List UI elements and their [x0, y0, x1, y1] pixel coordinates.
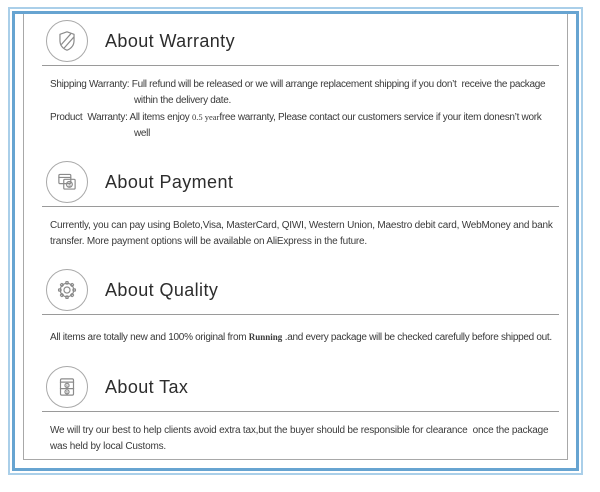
- shield-icon: [46, 20, 88, 62]
- quality-text-post: .and every package will be checked caref…: [282, 332, 552, 343]
- svg-text:$: $: [68, 182, 71, 188]
- tax-text: We will try our best to help clients avo…: [50, 425, 551, 452]
- warranty-shipping-line2: within the delivery date.: [134, 95, 232, 106]
- quality-body: All items are totally new and 100% origi…: [24, 315, 567, 360]
- svg-text:$: $: [66, 389, 69, 394]
- outer-blue-border: About Warranty Shipping Warranty: Full r…: [8, 7, 583, 475]
- quality-text: All items are totally new and 100% origi…: [50, 329, 563, 346]
- warranty-product-line2: well: [134, 128, 151, 139]
- warranty-product-label: Product Warranty:: [50, 112, 128, 123]
- gear-icon: [46, 269, 88, 311]
- quality-title: About Quality: [105, 279, 219, 300]
- tax-header: $ $ About Tax: [24, 360, 567, 408]
- tax-title: About Tax: [105, 376, 189, 397]
- payment-header: $ About Payment: [24, 155, 567, 203]
- section-payment: $ About Payment Currently, you can pay u…: [24, 155, 567, 263]
- section-warranty: About Warranty Shipping Warranty: Full r…: [24, 14, 567, 155]
- warranty-duration-text: 0.5 year: [191, 112, 220, 122]
- warranty-body: Shipping Warranty: Full refund will be r…: [24, 66, 567, 155]
- quality-divider: [42, 314, 559, 315]
- warranty-shipping-line1: Shipping Warranty: Full refund will be r…: [50, 77, 563, 93]
- section-quality: About Quality All items are totally new …: [24, 263, 567, 360]
- content-panel: About Warranty Shipping Warranty: Full r…: [23, 14, 568, 460]
- warranty-header: About Warranty: [24, 14, 567, 62]
- inner-blue-border: About Warranty Shipping Warranty: Full r…: [12, 11, 579, 471]
- warranty-product-text-pre: All items enjoy: [127, 112, 192, 123]
- warranty-shipping-text: Full refund will be released or we will …: [129, 79, 546, 90]
- quality-header: About Quality: [24, 263, 567, 311]
- warranty-shipping-label: Shipping Warranty:: [50, 79, 130, 90]
- svg-text:$: $: [66, 383, 69, 388]
- payment-text: Currently, you can pay using Boleto,Visa…: [50, 220, 556, 247]
- warranty-product-line1: Product Warranty: All items enjoy 0.5 ye…: [50, 109, 563, 126]
- payment-divider: [42, 206, 559, 207]
- tax-divider: [42, 411, 559, 412]
- section-tax: $ $ About Tax We will try our best to he…: [24, 360, 567, 459]
- quality-text-pre: All items are totally new and 100% origi…: [50, 332, 249, 343]
- warranty-title: About Warranty: [105, 30, 235, 51]
- payment-title: About Payment: [105, 171, 234, 192]
- payment-body: Currently, you can pay using Boleto,Visa…: [24, 207, 567, 263]
- warranty-product-text-post: free warranty, Please contact our custom…: [219, 112, 542, 123]
- quality-brand-name: Running: [248, 332, 283, 342]
- tax-body: We will try our best to help clients avo…: [24, 412, 567, 459]
- cash-register-icon: $ $: [46, 366, 88, 408]
- warranty-divider: [42, 65, 559, 66]
- payment-cards-icon: $: [46, 161, 88, 203]
